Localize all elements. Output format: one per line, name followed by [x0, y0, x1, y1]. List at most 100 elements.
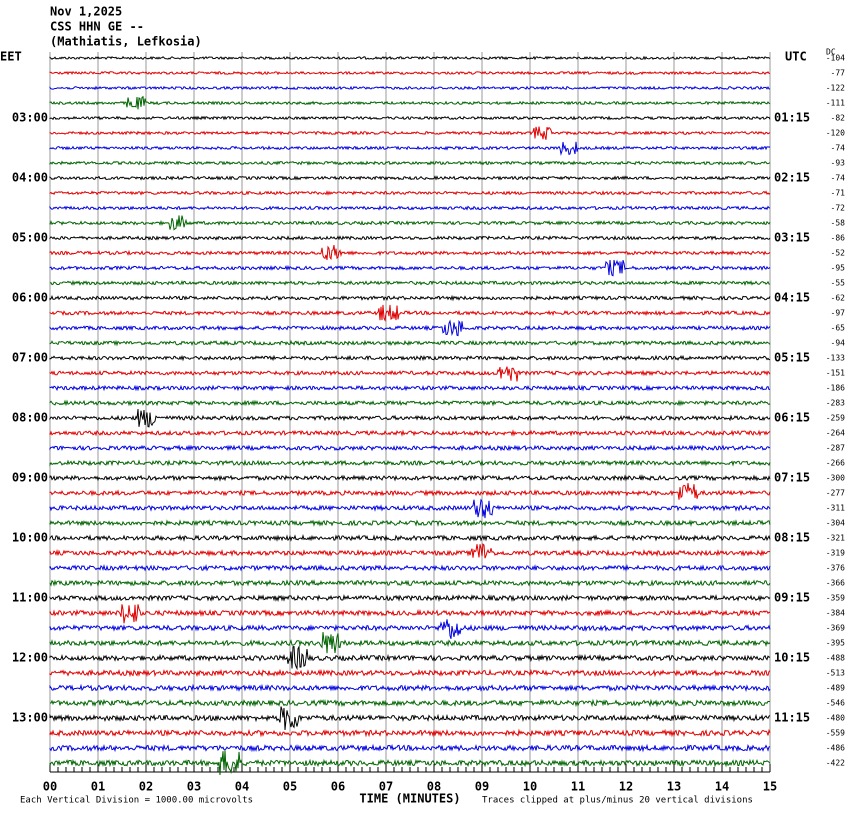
x-tick-label: 06: [331, 780, 345, 794]
dc-offset: -319: [826, 549, 845, 558]
trace: [49, 366, 771, 382]
footer-left: Each Vertical Division = 1000.00 microvo…: [20, 796, 253, 806]
trace: [49, 354, 771, 362]
utc-hour-label: 06:15: [774, 411, 810, 425]
dc-offset: -74: [831, 144, 846, 153]
trace: [49, 141, 771, 156]
trace: [49, 399, 771, 407]
x-tick-label: 05: [283, 780, 297, 794]
right-zone-label: UTC: [785, 50, 807, 64]
trace: [49, 579, 771, 587]
station: CSS HHN GE --: [50, 20, 144, 34]
trace: [49, 459, 771, 467]
trace: [49, 205, 771, 211]
dc-offset: -287: [826, 444, 845, 453]
dc-offset: -376: [826, 564, 845, 573]
trace: [49, 304, 771, 322]
dc-offset: -304: [826, 519, 845, 528]
dc-offset: -95: [831, 264, 846, 273]
trace: [49, 339, 771, 347]
x-tick-label: 00: [43, 780, 57, 794]
trace: [49, 429, 771, 437]
left-zone-label: EET: [0, 50, 22, 64]
dc-offset: -122: [826, 84, 845, 93]
x-tick-label: 11: [571, 780, 585, 794]
dc-offset: -55: [831, 279, 846, 288]
location: (Mathiatis, Lefkosia): [50, 35, 202, 49]
trace: [49, 126, 771, 140]
trace: [49, 519, 771, 527]
trace: [49, 474, 771, 482]
trace: [49, 319, 771, 337]
trace: [49, 632, 771, 654]
dc-offset: -82: [831, 114, 846, 123]
trace: [49, 85, 771, 91]
trace: [49, 55, 771, 61]
dc-offset: -513: [826, 669, 845, 678]
x-tick-label: 15: [763, 780, 777, 794]
eet-hour-label: 09:00: [12, 471, 48, 485]
dc-offset: -489: [826, 684, 845, 693]
dc-offset: -559: [826, 729, 845, 738]
trace: [49, 160, 771, 166]
x-tick-label: 08: [427, 780, 441, 794]
trace: [49, 245, 771, 261]
x-tick-label: 07: [379, 780, 393, 794]
eet-hour-label: 13:00: [12, 711, 48, 725]
eet-hour-label: 06:00: [12, 291, 48, 305]
trace: [49, 543, 771, 559]
x-tick-label: 03: [187, 780, 201, 794]
eet-hour-label: 03:00: [12, 111, 48, 125]
dc-offset: -369: [826, 624, 845, 633]
x-tick-label: 01: [91, 780, 105, 794]
dc-offset: -94: [831, 339, 846, 348]
trace: [49, 259, 771, 277]
utc-hour-label: 09:15: [774, 591, 810, 605]
x-tick-label: 13: [667, 780, 681, 794]
trace: [49, 645, 771, 671]
dc-offset: -133: [826, 354, 845, 363]
dc-offset: -65: [831, 324, 846, 333]
dc-offset: -488: [826, 654, 845, 663]
trace: [49, 706, 771, 731]
eet-hour-label: 12:00: [12, 651, 48, 665]
dc-offset: -77: [831, 69, 846, 78]
trace: [49, 593, 771, 603]
dc-offset: -546: [826, 699, 845, 708]
dc-offset: -259: [826, 414, 845, 423]
dc-offset: -266: [826, 459, 845, 468]
trace: [49, 619, 771, 639]
dc-offset: -74: [831, 174, 846, 183]
trace: [49, 444, 771, 452]
trace: [49, 408, 771, 428]
trace: [49, 70, 770, 76]
trace: [49, 384, 771, 392]
trace: [49, 534, 771, 543]
dc-offset: -366: [826, 579, 845, 588]
trace: [49, 728, 771, 738]
trace: [49, 175, 771, 181]
trace: [49, 215, 771, 231]
x-tick-label: 09: [475, 780, 489, 794]
utc-hour-label: 03:15: [774, 231, 810, 245]
trace: [49, 498, 771, 519]
utc-hour-label: 04:15: [774, 291, 810, 305]
date: Nov 1,2025: [50, 5, 122, 19]
dc-offset: -186: [826, 384, 845, 393]
eet-hour-label: 04:00: [12, 171, 48, 185]
dc-offset: -486: [826, 744, 845, 753]
dc-offset: -422: [826, 759, 845, 768]
dc-offset: -311: [826, 504, 845, 513]
trace: [49, 743, 771, 753]
trace: [49, 563, 771, 572]
dc-offset: -52: [831, 249, 846, 258]
dc-offset: -72: [831, 204, 846, 213]
dc-offset: -120: [826, 129, 845, 138]
x-tick-label: 04: [235, 780, 249, 794]
x-tick-label: 12: [619, 780, 633, 794]
x-tick-label: 14: [715, 780, 729, 794]
trace: [49, 668, 771, 678]
x-axis-title: TIME (MINUTES): [359, 792, 460, 806]
trace: [49, 683, 771, 693]
